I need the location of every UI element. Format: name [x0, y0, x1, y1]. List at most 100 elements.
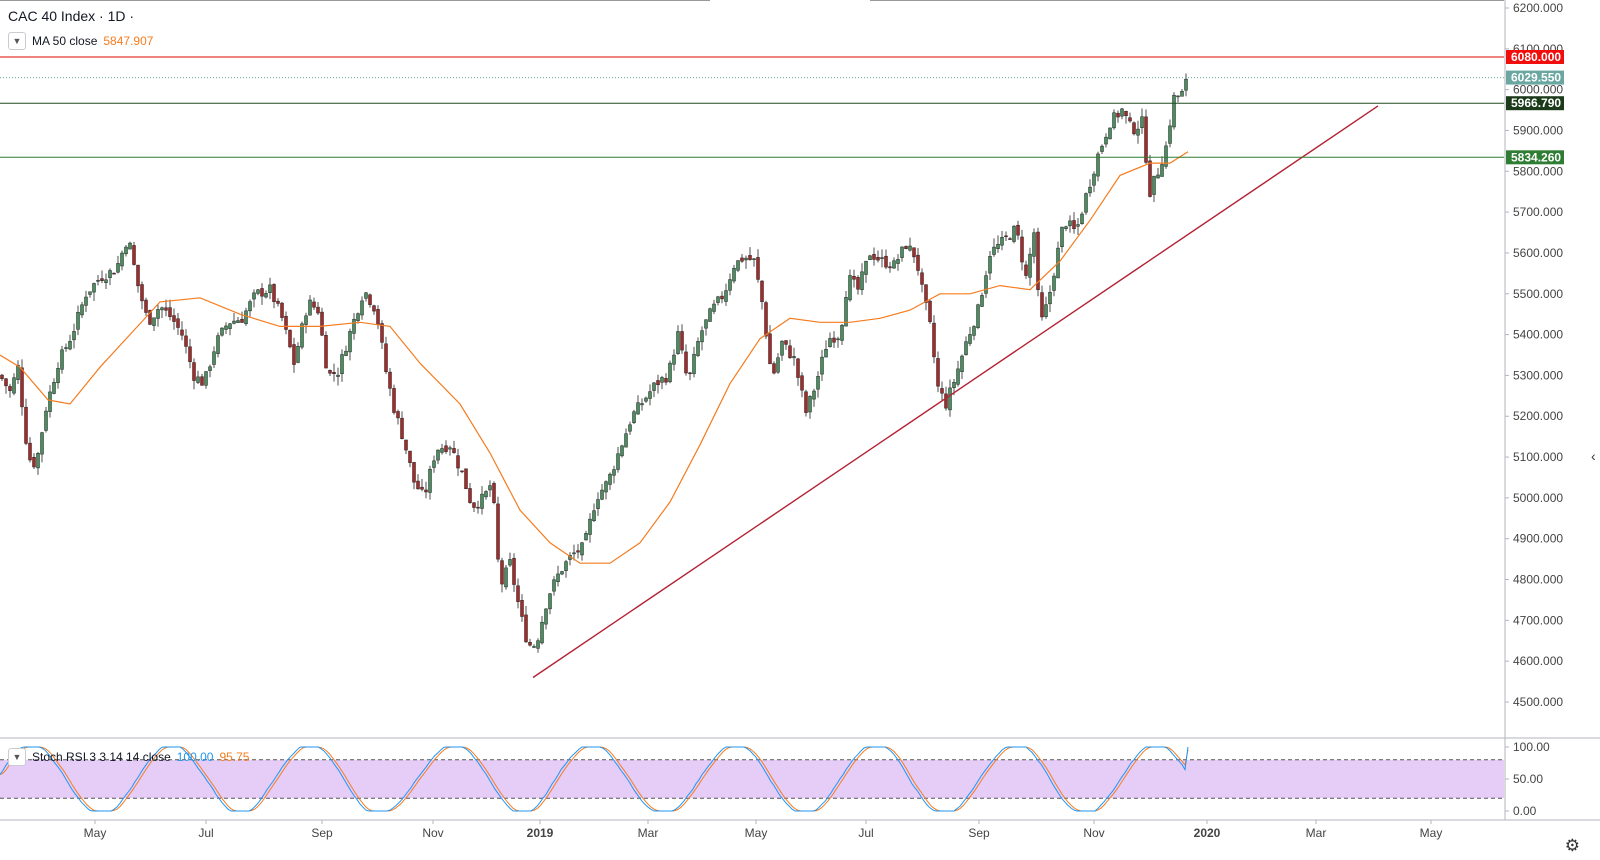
candle-body: [52, 382, 56, 394]
candle-body: [584, 533, 588, 541]
candle-body: [432, 460, 436, 468]
candle-body: [564, 561, 568, 571]
candle-body: [588, 518, 592, 535]
candle-body: [932, 322, 936, 358]
stoch-rsi-plot[interactable]: [0, 737, 1600, 812]
candle-body: [380, 323, 384, 343]
candle-body: [440, 448, 444, 453]
candle-body: [92, 283, 96, 293]
candle-body: [684, 351, 688, 374]
candle-body: [848, 275, 852, 301]
candle-body: [948, 387, 952, 411]
time-axis[interactable]: May Jul Sep Nov 2019 Mar May Jul Sep Nov 2020 Mar Ma…: [0, 819, 1600, 840]
candle-body: [716, 296, 720, 303]
candle-body: [560, 571, 564, 575]
candle-body: [348, 331, 352, 353]
candle-body: [264, 293, 268, 298]
candle-body: [944, 393, 948, 409]
candle-body: [148, 310, 152, 325]
candle-body: [636, 402, 640, 415]
time-tick-label: May: [84, 826, 107, 840]
candle-body: [176, 318, 180, 328]
chevron-down-icon[interactable]: ▼: [8, 32, 26, 50]
candle-body: [228, 323, 232, 329]
candle-body: [780, 340, 784, 356]
candle-body: [508, 559, 512, 566]
candle-body: [76, 311, 80, 330]
candle-body: [760, 280, 764, 302]
time-tick-label: Mar: [1306, 826, 1327, 840]
candle-body: [144, 299, 148, 313]
candle-body: [940, 388, 944, 394]
candle-body: [876, 257, 880, 261]
candle-body: [96, 280, 100, 282]
price-tick-label: 5200.000: [1513, 409, 1563, 423]
candle-body: [1112, 112, 1116, 129]
time-tick-label: 2019: [527, 826, 554, 840]
candle-body: [124, 246, 128, 255]
candle-body: [872, 254, 876, 260]
candle-body: [1068, 220, 1072, 227]
candle-body: [40, 432, 44, 455]
candle-body: [136, 264, 140, 287]
candle-body: [664, 378, 668, 383]
stoch-rsi-axis: 100.00 50.00 0.00: [1505, 740, 1550, 818]
candle-body: [296, 345, 300, 363]
candle-body: [672, 354, 676, 365]
candle-body: [428, 468, 432, 493]
candle-body: [36, 453, 40, 469]
level-tag-support-2: [1506, 150, 1564, 165]
candle-body: [248, 301, 252, 312]
candle-body: [688, 372, 692, 375]
candle-body: [1152, 175, 1156, 195]
candle-body: [1008, 238, 1012, 240]
candle-body: [692, 353, 696, 374]
ma-legend: ▼ MA 50 close 5847.907: [8, 32, 153, 50]
candle-body: [332, 372, 336, 374]
candle-body: [532, 646, 536, 648]
candle-body: [164, 307, 168, 311]
stoch-rsi-legend: ▼ Stoch RSI 3 3 14 14 close 100.00 95.75: [8, 748, 249, 766]
candle-body: [172, 315, 176, 322]
price-plot[interactable]: [0, 0, 1504, 679]
gear-icon[interactable]: ⚙: [1564, 836, 1580, 855]
candle-body: [396, 411, 400, 419]
candle-body: [1120, 108, 1124, 117]
candle-body: [56, 368, 60, 384]
candle-body: [312, 301, 316, 308]
candle-body: [1028, 253, 1032, 278]
candle-body: [320, 311, 324, 336]
candle-body: [384, 343, 388, 372]
candle-body: [204, 371, 208, 386]
candle-body: [904, 246, 908, 249]
candle-body: [44, 410, 48, 431]
ma-value: 5847.907: [103, 34, 154, 48]
symbol-title[interactable]: CAC 40 Index · 1D ·: [8, 8, 135, 24]
time-tick-label: May: [1420, 826, 1443, 840]
candle-body: [1124, 110, 1128, 117]
trendline: [532, 105, 1379, 679]
candle-body: [304, 315, 308, 325]
candle-body: [924, 284, 928, 303]
candle-body: [1080, 213, 1084, 224]
level-tag-resistance: [1506, 49, 1564, 64]
candle-body: [104, 279, 108, 283]
candle-body: [1168, 125, 1172, 144]
candle-body: [1160, 164, 1164, 177]
price-axis[interactable]: 6200.0006100.0006000.0005900.0005800.000…: [1504, 0, 1563, 820]
chevron-down-icon[interactable]: ▼: [8, 748, 26, 766]
candle-body: [292, 344, 296, 365]
candle-body: [1136, 128, 1140, 136]
candle-body: [1060, 226, 1064, 248]
candle-body: [492, 483, 496, 503]
candle-body: [1108, 127, 1112, 140]
time-tick-label: Sep: [968, 826, 990, 840]
stoch-k-line: [0, 746, 1189, 812]
candle-body: [680, 331, 684, 351]
candle-body: [1032, 232, 1036, 257]
level-tag-last: [1506, 70, 1564, 85]
candle-body: [540, 621, 544, 644]
price-tick-label: 4800.000: [1513, 573, 1563, 587]
price-tick-label: 4500.000: [1513, 695, 1563, 709]
